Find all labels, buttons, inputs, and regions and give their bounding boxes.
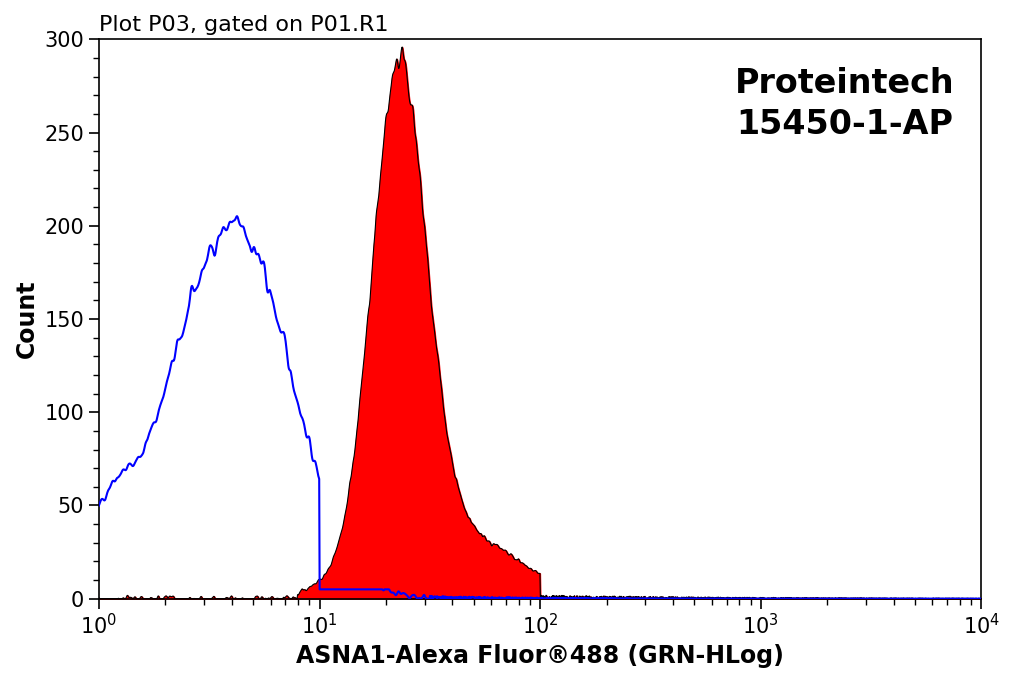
Text: Plot P03, gated on P01.R1: Plot P03, gated on P01.R1 — [98, 15, 389, 35]
X-axis label: ASNA1-Alexa Fluor®488 (GRN-HLog): ASNA1-Alexa Fluor®488 (GRN-HLog) — [296, 644, 784, 668]
Text: Proteintech
15450-1-AP: Proteintech 15450-1-AP — [735, 68, 955, 141]
Y-axis label: Count: Count — [15, 280, 39, 359]
